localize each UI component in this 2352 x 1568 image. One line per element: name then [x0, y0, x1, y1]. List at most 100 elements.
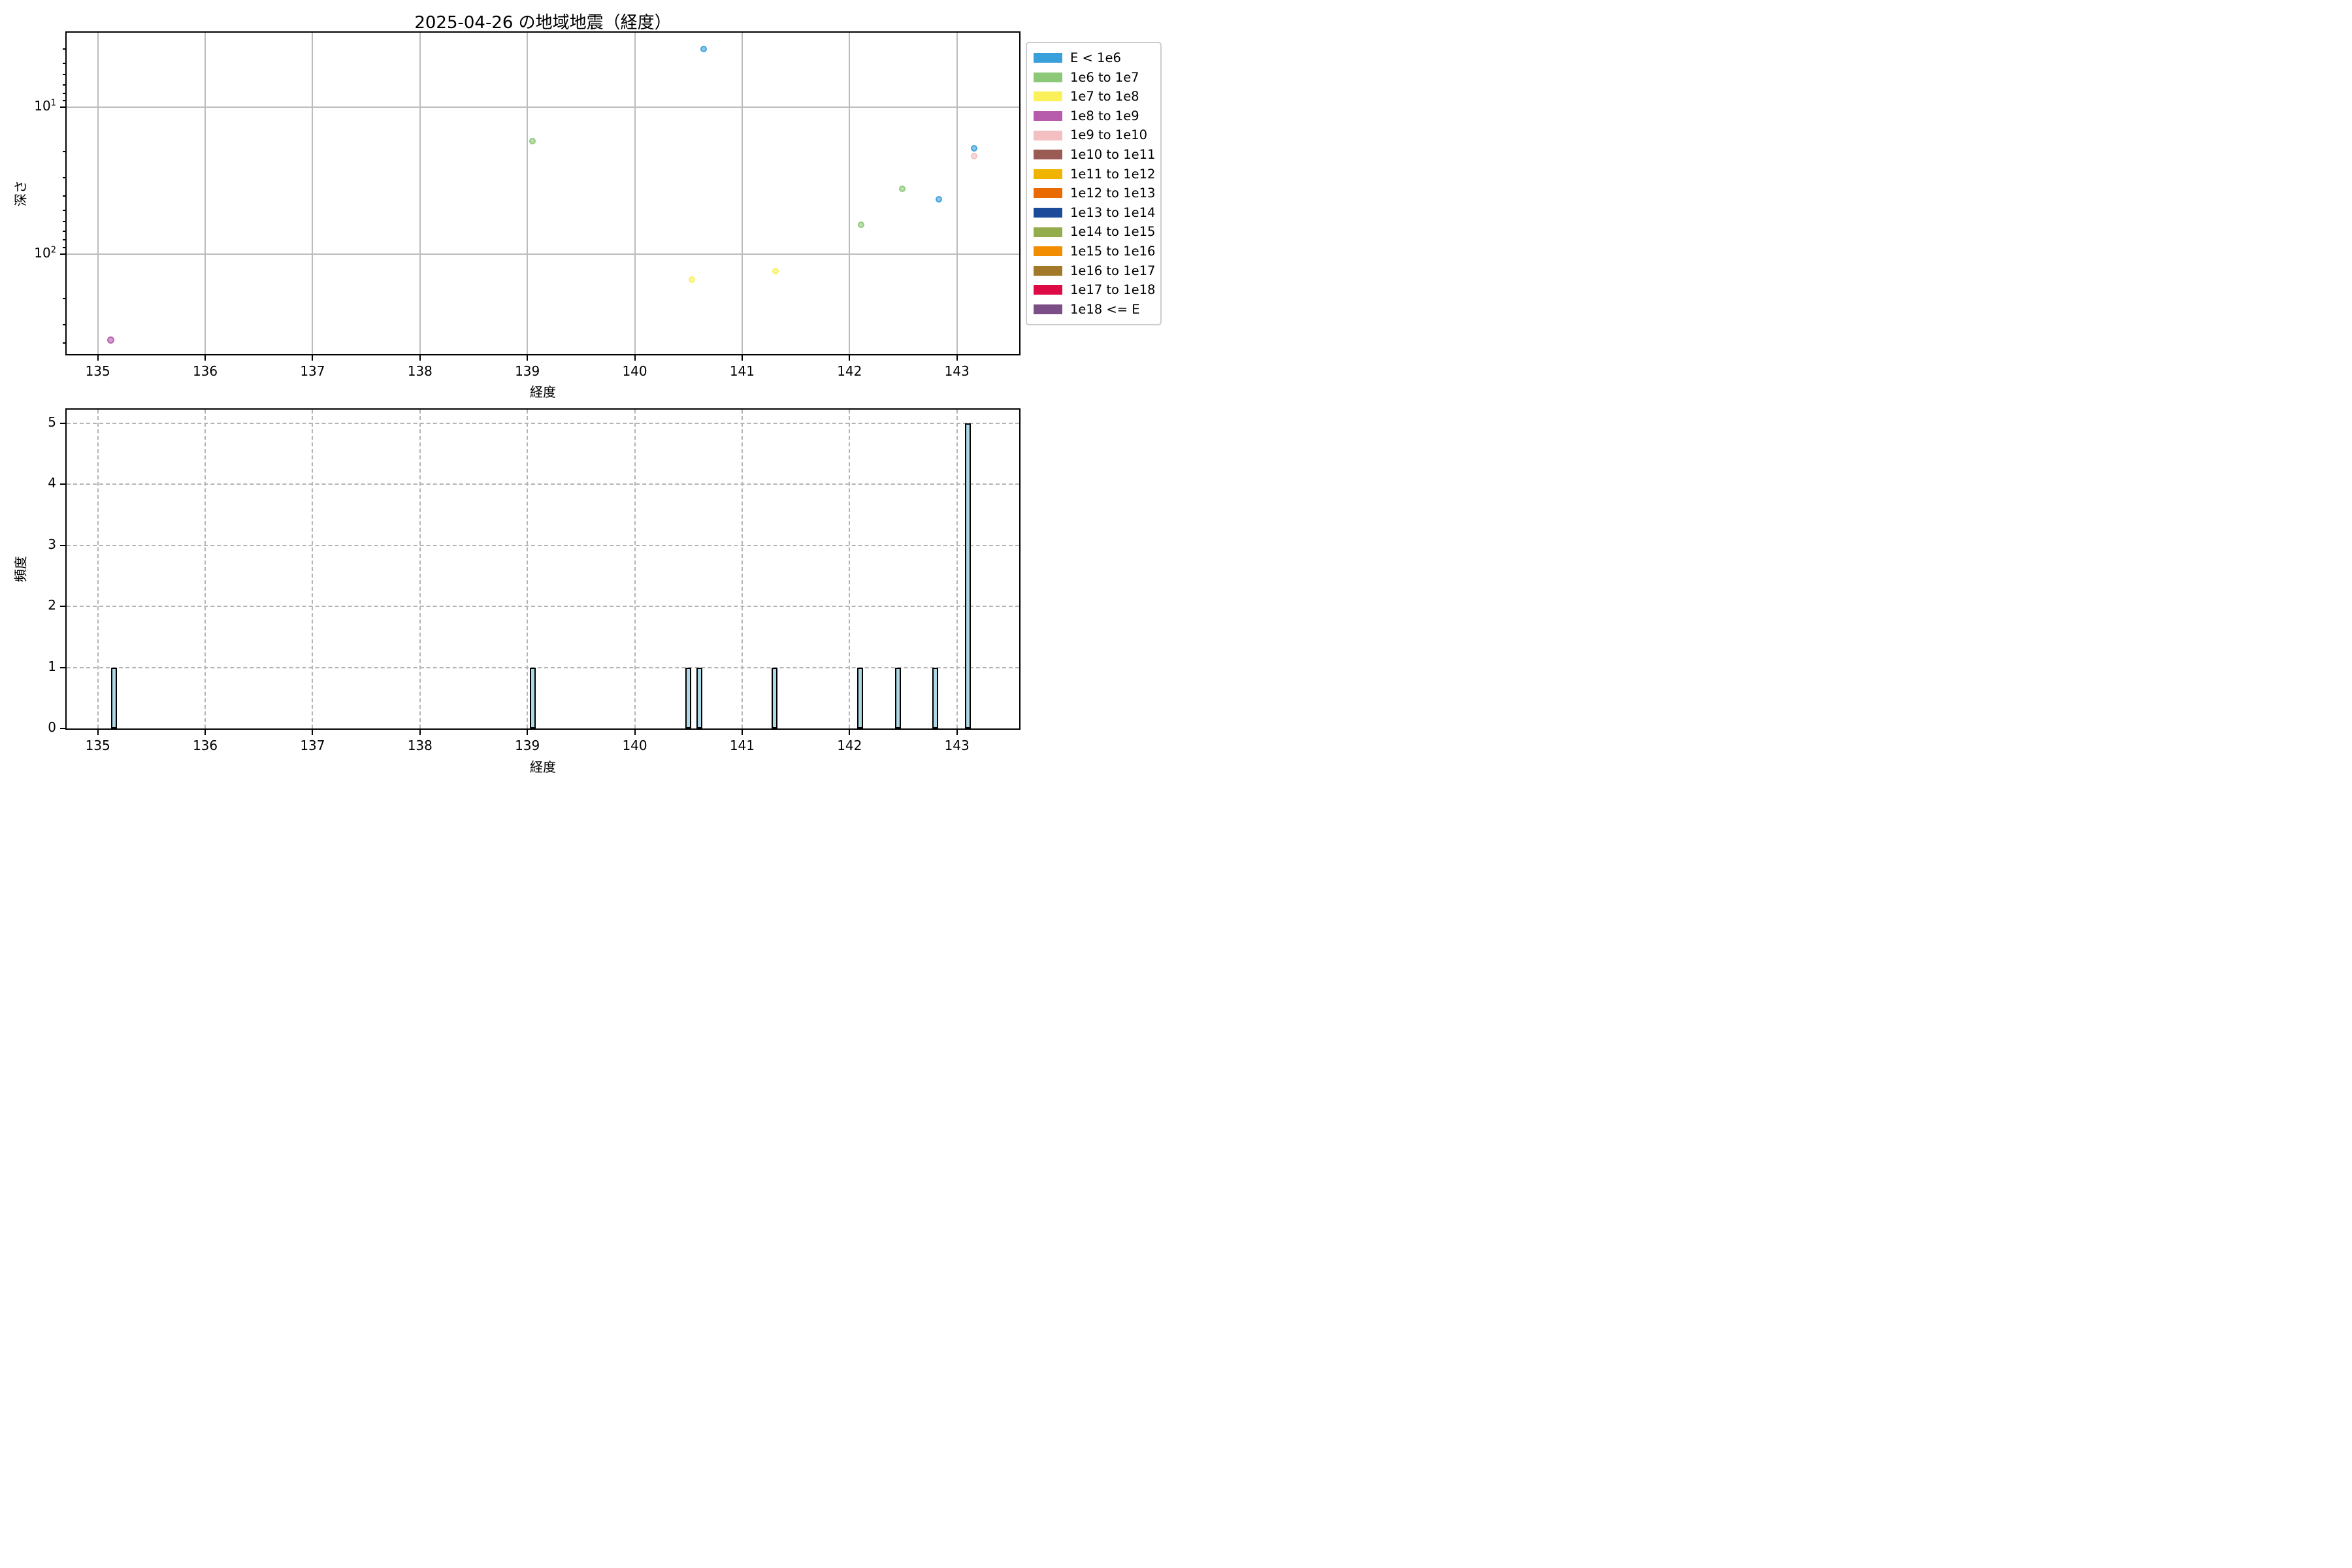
legend-label: 1e11 to 1e12 [1070, 166, 1156, 182]
grid-line-vertical-dashed [849, 410, 851, 728]
legend-item: 1e10 to 1e11 [1034, 145, 1156, 165]
grid-line-vertical-dashed [97, 410, 99, 728]
x-tick-label: 142 [837, 738, 862, 753]
scatter-point [106, 336, 114, 344]
x-tick-label: 136 [192, 738, 218, 753]
legend-label: 1e8 to 1e9 [1070, 108, 1139, 123]
x-tick-label: 140 [622, 363, 647, 379]
y-axis-label-frequency: 頻度 [12, 556, 29, 582]
x-tick-label: 138 [407, 738, 433, 753]
y-minor-tick [63, 239, 65, 241]
y-minor-tick [63, 209, 65, 211]
y-tick-label: 3 [48, 536, 56, 552]
legend-item: 1e12 to 1e13 [1034, 184, 1156, 203]
grid-line-horizontal-dashed [67, 483, 1019, 485]
legend-item: 1e8 to 1e9 [1034, 106, 1156, 126]
scatter-point [970, 145, 977, 152]
legend-label: 1e18 <= E [1070, 301, 1140, 317]
x-tick [634, 355, 636, 361]
x-tick [97, 355, 99, 361]
y-minor-tick [63, 151, 65, 153]
grid-line-vertical [419, 33, 421, 354]
legend: E < 1e6 1e6 to 1e7 1e7 to 1e8 1e8 to 1e9 1e9… [1026, 42, 1162, 326]
histogram-bar [857, 667, 864, 728]
legend-label: 1e10 to 1e11 [1070, 147, 1156, 163]
grid-line-vertical-dashed [741, 410, 743, 728]
x-tick [741, 730, 743, 735]
grid-line-horizontal [67, 106, 1019, 108]
legend-swatch [1034, 91, 1062, 102]
legend-swatch [1034, 227, 1062, 237]
y-tick-label: 102 [34, 245, 56, 261]
y-tick [60, 728, 65, 729]
legend-label: 1e16 to 1e17 [1070, 263, 1156, 278]
legend-item: E < 1e6 [1034, 48, 1156, 68]
x-tick [204, 355, 206, 361]
y-minor-tick [63, 48, 65, 50]
y-tick [60, 422, 65, 424]
y-minor-tick [63, 62, 65, 64]
grid-line-vertical-dashed [312, 410, 314, 728]
grid-line-vertical-dashed [527, 410, 529, 728]
grid-line-vertical [849, 33, 851, 354]
y-minor-tick [63, 221, 65, 223]
legend-swatch [1034, 169, 1062, 179]
grid-line-vertical [527, 33, 529, 354]
grid-line-horizontal-dashed [67, 544, 1019, 546]
grid-line-vertical-dashed [419, 410, 421, 728]
x-tick-label: 135 [85, 738, 110, 753]
y-minor-tick [63, 100, 65, 102]
scatter-point [858, 221, 865, 229]
scatter-point [700, 45, 707, 52]
x-tick [956, 355, 958, 361]
x-tick [97, 730, 99, 735]
legend-item: 1e14 to 1e15 [1034, 222, 1156, 242]
y-tick-label: 5 [48, 414, 56, 430]
x-tick [312, 730, 314, 735]
histogram-bar [529, 667, 536, 728]
legend-swatch [1034, 150, 1062, 160]
y-tick [60, 106, 65, 108]
legend-label: 1e6 to 1e7 [1070, 69, 1139, 85]
y-tick-label: 0 [48, 719, 56, 735]
grid-line-horizontal-dashed [67, 666, 1019, 668]
x-tick-label: 141 [729, 363, 755, 379]
legend-swatch [1034, 130, 1062, 140]
chart-title: 2025-04-26 の地域地震（経度） [414, 13, 672, 33]
x-tick-label: 143 [944, 738, 970, 753]
legend-label: 1e17 to 1e18 [1070, 282, 1156, 298]
histogram-bar [894, 667, 901, 728]
y-minor-tick [63, 74, 65, 76]
y-minor-tick [63, 176, 65, 178]
x-tick-label: 143 [944, 363, 970, 379]
y-minor-tick [63, 297, 65, 299]
legend-label: 1e7 to 1e8 [1070, 89, 1139, 105]
x-axis-label-bottom: 経度 [530, 759, 556, 775]
x-tick-label: 140 [622, 738, 647, 753]
x-tick-label: 138 [407, 363, 433, 379]
x-tick [204, 730, 206, 735]
legend-item: 1e9 to 1e10 [1034, 125, 1156, 145]
scatter-point [970, 153, 977, 160]
x-tick [956, 730, 958, 735]
legend-swatch [1034, 53, 1062, 63]
grid-line-vertical-dashed [634, 410, 636, 728]
figure: 2025-04-26 の地域地震（経度） 経度 深さ 経度 頻度 E < 1e6… [0, 0, 1176, 784]
x-tick-label: 135 [85, 363, 110, 379]
y-tick-label: 4 [48, 475, 56, 491]
legend-label: 1e13 to 1e14 [1070, 204, 1156, 220]
y-tick [60, 483, 65, 485]
y-tick [60, 666, 65, 668]
x-tick [849, 355, 851, 361]
x-tick [419, 730, 421, 735]
histogram-bar [685, 667, 692, 728]
x-tick [527, 355, 529, 361]
grid-line-horizontal [67, 253, 1019, 255]
y-axis-label-depth: 深さ [12, 180, 29, 206]
legend-label: 1e14 to 1e15 [1070, 224, 1156, 240]
legend-swatch [1034, 285, 1062, 295]
histogram-bar [964, 423, 971, 728]
legend-item: 1e15 to 1e16 [1034, 242, 1156, 261]
x-tick [849, 730, 851, 735]
x-axis-label-top: 経度 [530, 384, 556, 400]
